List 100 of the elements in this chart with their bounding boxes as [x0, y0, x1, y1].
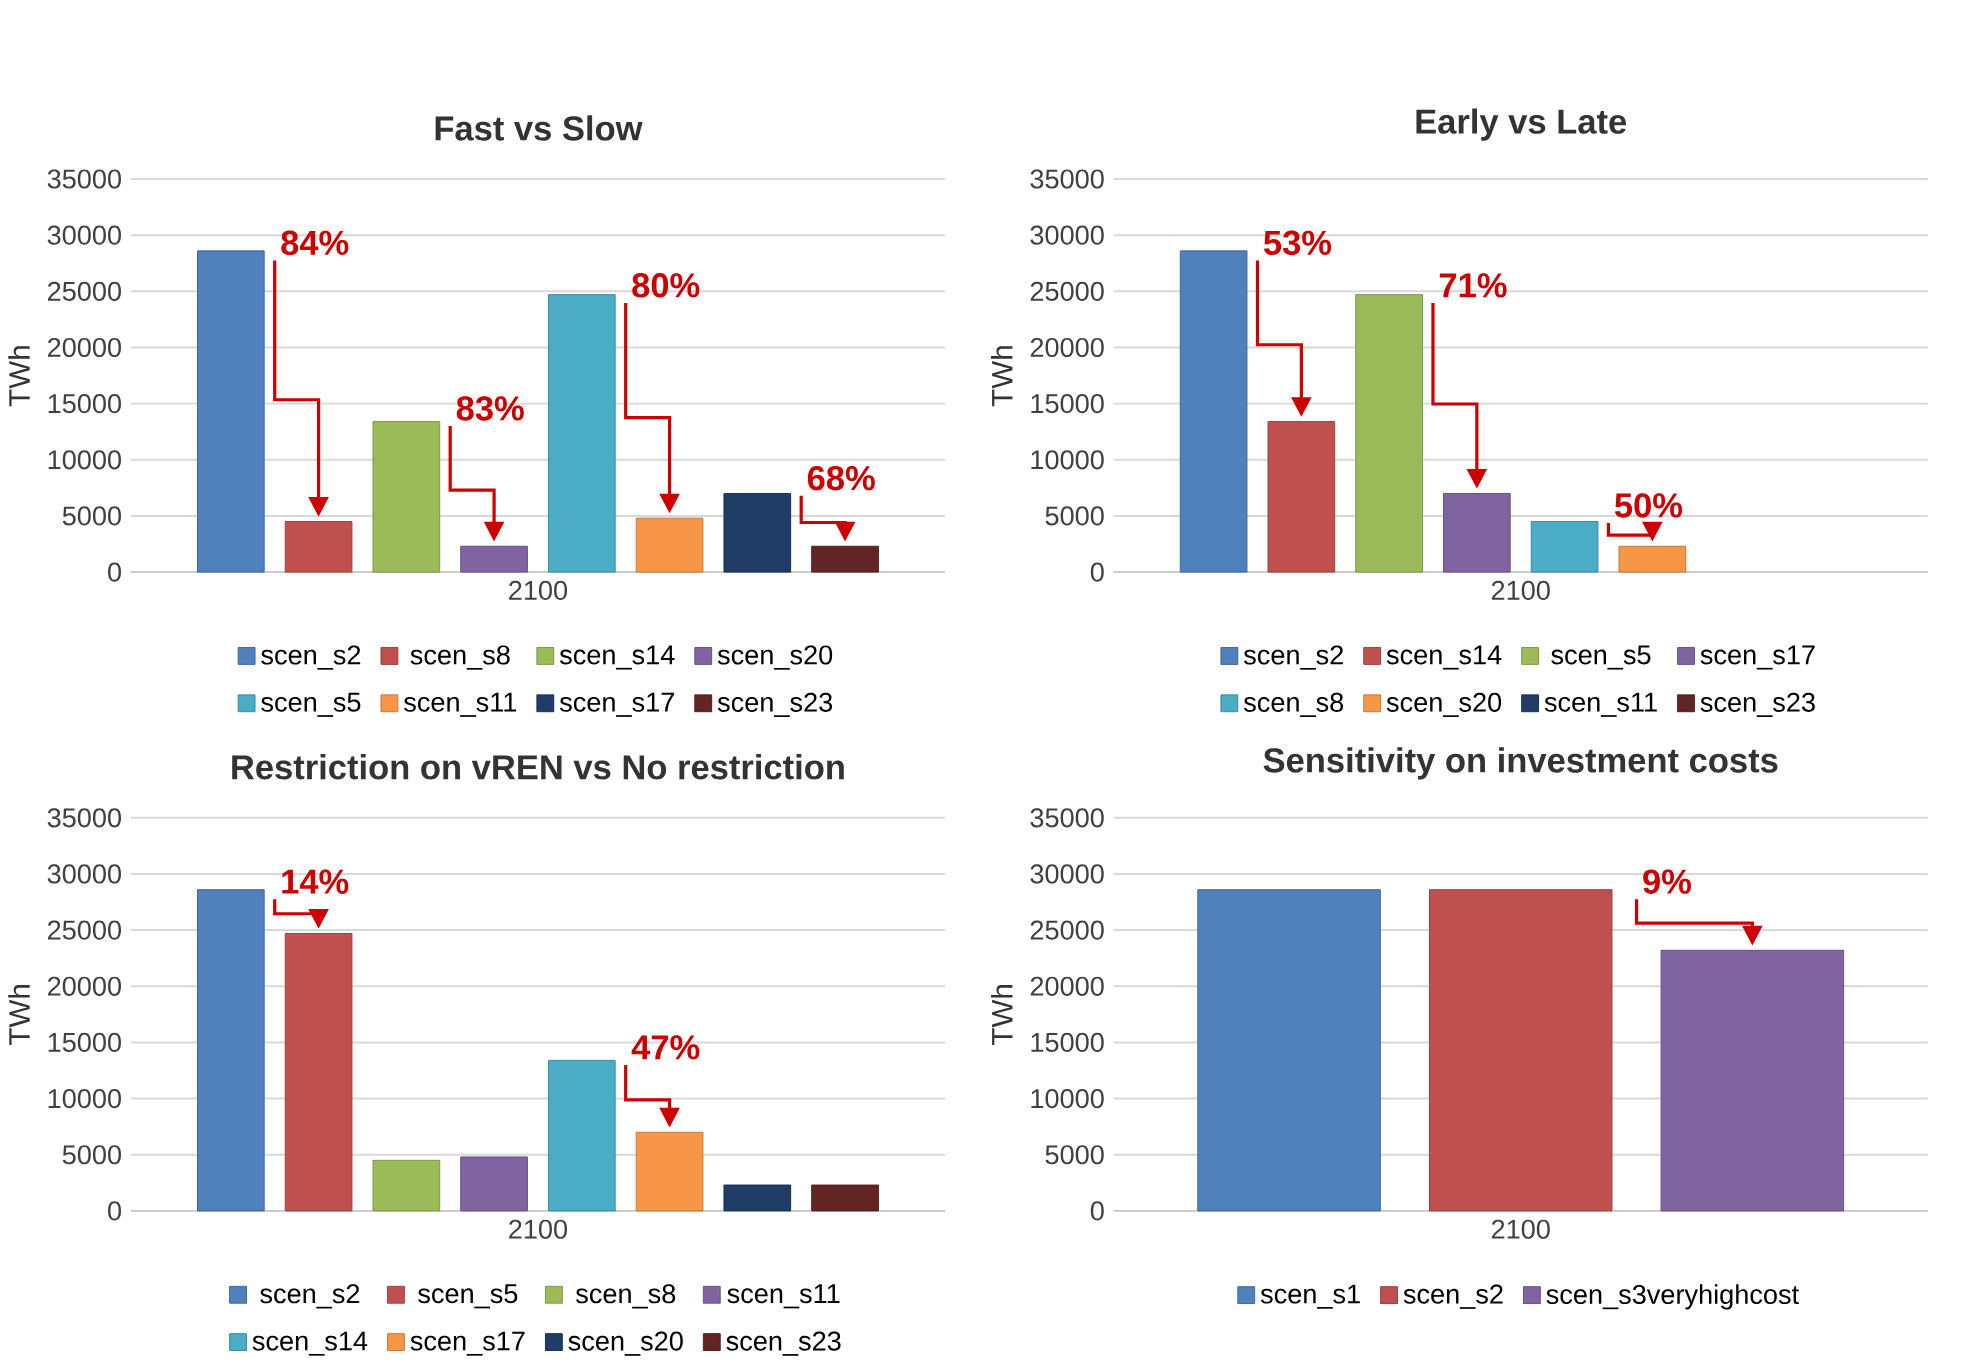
bar — [196, 250, 265, 573]
annotation: 71% — [1439, 273, 1507, 298]
y-tick-label: 0 — [1090, 562, 1104, 582]
legend-label: scen_s8 — [576, 1284, 676, 1309]
annotation: 68% — [807, 465, 875, 491]
annotation: 83% — [456, 395, 524, 421]
legend-label: scen_s23 — [717, 692, 833, 717]
bar — [723, 492, 792, 573]
y-tick-label: 15000 — [48, 393, 121, 414]
annotation: 84% — [281, 230, 349, 255]
bar — [1355, 294, 1423, 573]
legend-label: scen_s2 — [260, 1284, 360, 1309]
y-tick-label: 25000 — [47, 920, 121, 940]
y-tick-label: 20000 — [1030, 337, 1104, 357]
legend-label: scen_s5 — [261, 692, 361, 717]
legend-label: scen_s17 — [559, 692, 674, 717]
y-tick-label: 20000 — [47, 976, 121, 996]
legend-label: scen_s20 — [568, 1331, 683, 1356]
y-tick-label: 0 — [1090, 1201, 1104, 1221]
y-axis-title: TWh — [991, 346, 1013, 406]
y-tick-label: 15000 — [48, 1032, 121, 1052]
y-tick-label: 0 — [108, 1201, 121, 1221]
bar — [723, 1184, 792, 1212]
annotation: 50% — [1614, 492, 1683, 518]
y-tick-label: 10000 — [48, 1088, 121, 1109]
legend-label: scen_s17 — [1700, 645, 1815, 670]
y-tick-label: 35000 — [1030, 169, 1104, 189]
legend-label: scen_s5 — [418, 1284, 518, 1309]
y-tick-label: 20000 — [1030, 976, 1104, 996]
y-axis-title: TWh — [8, 346, 30, 406]
legend-label: scen_s8 — [1243, 692, 1344, 717]
bar — [284, 932, 353, 1212]
y-tick-label: 10000 — [48, 450, 121, 470]
y-tick-label: 25000 — [1030, 281, 1104, 301]
bar — [196, 889, 265, 1212]
legend-label: scen_s5 — [1551, 645, 1651, 670]
y-tick-label: 0 — [108, 562, 121, 582]
y-tick-label: 15000 — [1031, 393, 1104, 414]
bar — [1267, 420, 1336, 573]
legend-label: scen_s2 — [1243, 645, 1343, 670]
legend-label: scen_s3veryhighcost — [1546, 1283, 1799, 1310]
legend-label: scen_s17 — [410, 1331, 525, 1356]
y-tick-label: 10000 — [1031, 1088, 1104, 1109]
bar — [372, 1159, 441, 1212]
annotation: 9% — [1643, 869, 1691, 894]
annotation: 53% — [1263, 230, 1332, 255]
chart-title: Sensitivity on investment costs — [1263, 747, 1778, 780]
y-tick-label: 20000 — [47, 337, 121, 357]
chart-title: Fast vs Slow — [435, 115, 643, 141]
legend-label: scen_s11 — [404, 692, 517, 717]
annotation: 80% — [632, 272, 700, 298]
y-tick-label: 5000 — [1045, 506, 1104, 526]
y-tick-label: 10000 — [1031, 450, 1104, 470]
bar — [460, 545, 528, 573]
bar — [547, 294, 616, 573]
y-tick-label: 35000 — [1030, 808, 1104, 828]
legend-label: scen_s14 — [252, 1331, 368, 1356]
bar — [811, 1184, 879, 1212]
y-tick-label: 30000 — [1030, 225, 1104, 245]
x-tick-label: 2100 — [1491, 580, 1550, 600]
legend-label: scen_s20 — [1386, 692, 1502, 717]
bar — [1179, 250, 1248, 573]
y-tick-label: 35000 — [47, 808, 121, 828]
legend-label: scen_s14 — [1386, 645, 1502, 670]
legend-label: scen_s1 — [1260, 1284, 1360, 1309]
legend-label: scen_s23 — [726, 1331, 841, 1356]
bar — [1530, 520, 1599, 573]
legend-label: scen_s14 — [559, 645, 675, 670]
y-tick-label: 5000 — [62, 506, 121, 526]
y-tick-label: 30000 — [47, 864, 121, 884]
bar — [284, 520, 353, 573]
bar — [1618, 545, 1687, 573]
bar — [547, 1059, 616, 1212]
legend-label: scen_s2 — [1403, 1284, 1503, 1309]
bar — [1443, 492, 1511, 573]
annotation: 14% — [282, 869, 349, 894]
bar — [460, 1156, 528, 1212]
y-axis-title: TWh — [991, 984, 1013, 1045]
annotation: 47% — [631, 1035, 700, 1060]
chart-title: Restriction on vREN vs No restriction — [232, 753, 844, 780]
y-tick-label: 35000 — [47, 169, 121, 189]
legend-label: scen_s2 — [261, 645, 361, 670]
y-tick-label: 5000 — [1045, 1144, 1104, 1165]
legend-label: scen_s11 — [1544, 692, 1657, 717]
y-tick-label: 15000 — [1031, 1032, 1104, 1052]
bar — [372, 420, 441, 573]
y-tick-label: 30000 — [1030, 864, 1104, 884]
bar — [811, 545, 879, 573]
legend-label: scen_s8 — [410, 645, 510, 670]
legend-label: scen_s11 — [727, 1284, 840, 1309]
y-tick-label: 25000 — [47, 281, 121, 301]
legend-label: scen_s20 — [717, 645, 833, 670]
y-tick-label: 5000 — [62, 1144, 121, 1165]
bar — [635, 1131, 704, 1212]
y-tick-label: 30000 — [47, 225, 121, 245]
bar — [635, 517, 704, 573]
y-axis-title: TWh — [8, 984, 30, 1045]
legend-label: scen_s23 — [1700, 692, 1815, 717]
y-tick-label: 25000 — [1030, 920, 1104, 940]
chart-title: Early vs Late — [1416, 108, 1627, 141]
